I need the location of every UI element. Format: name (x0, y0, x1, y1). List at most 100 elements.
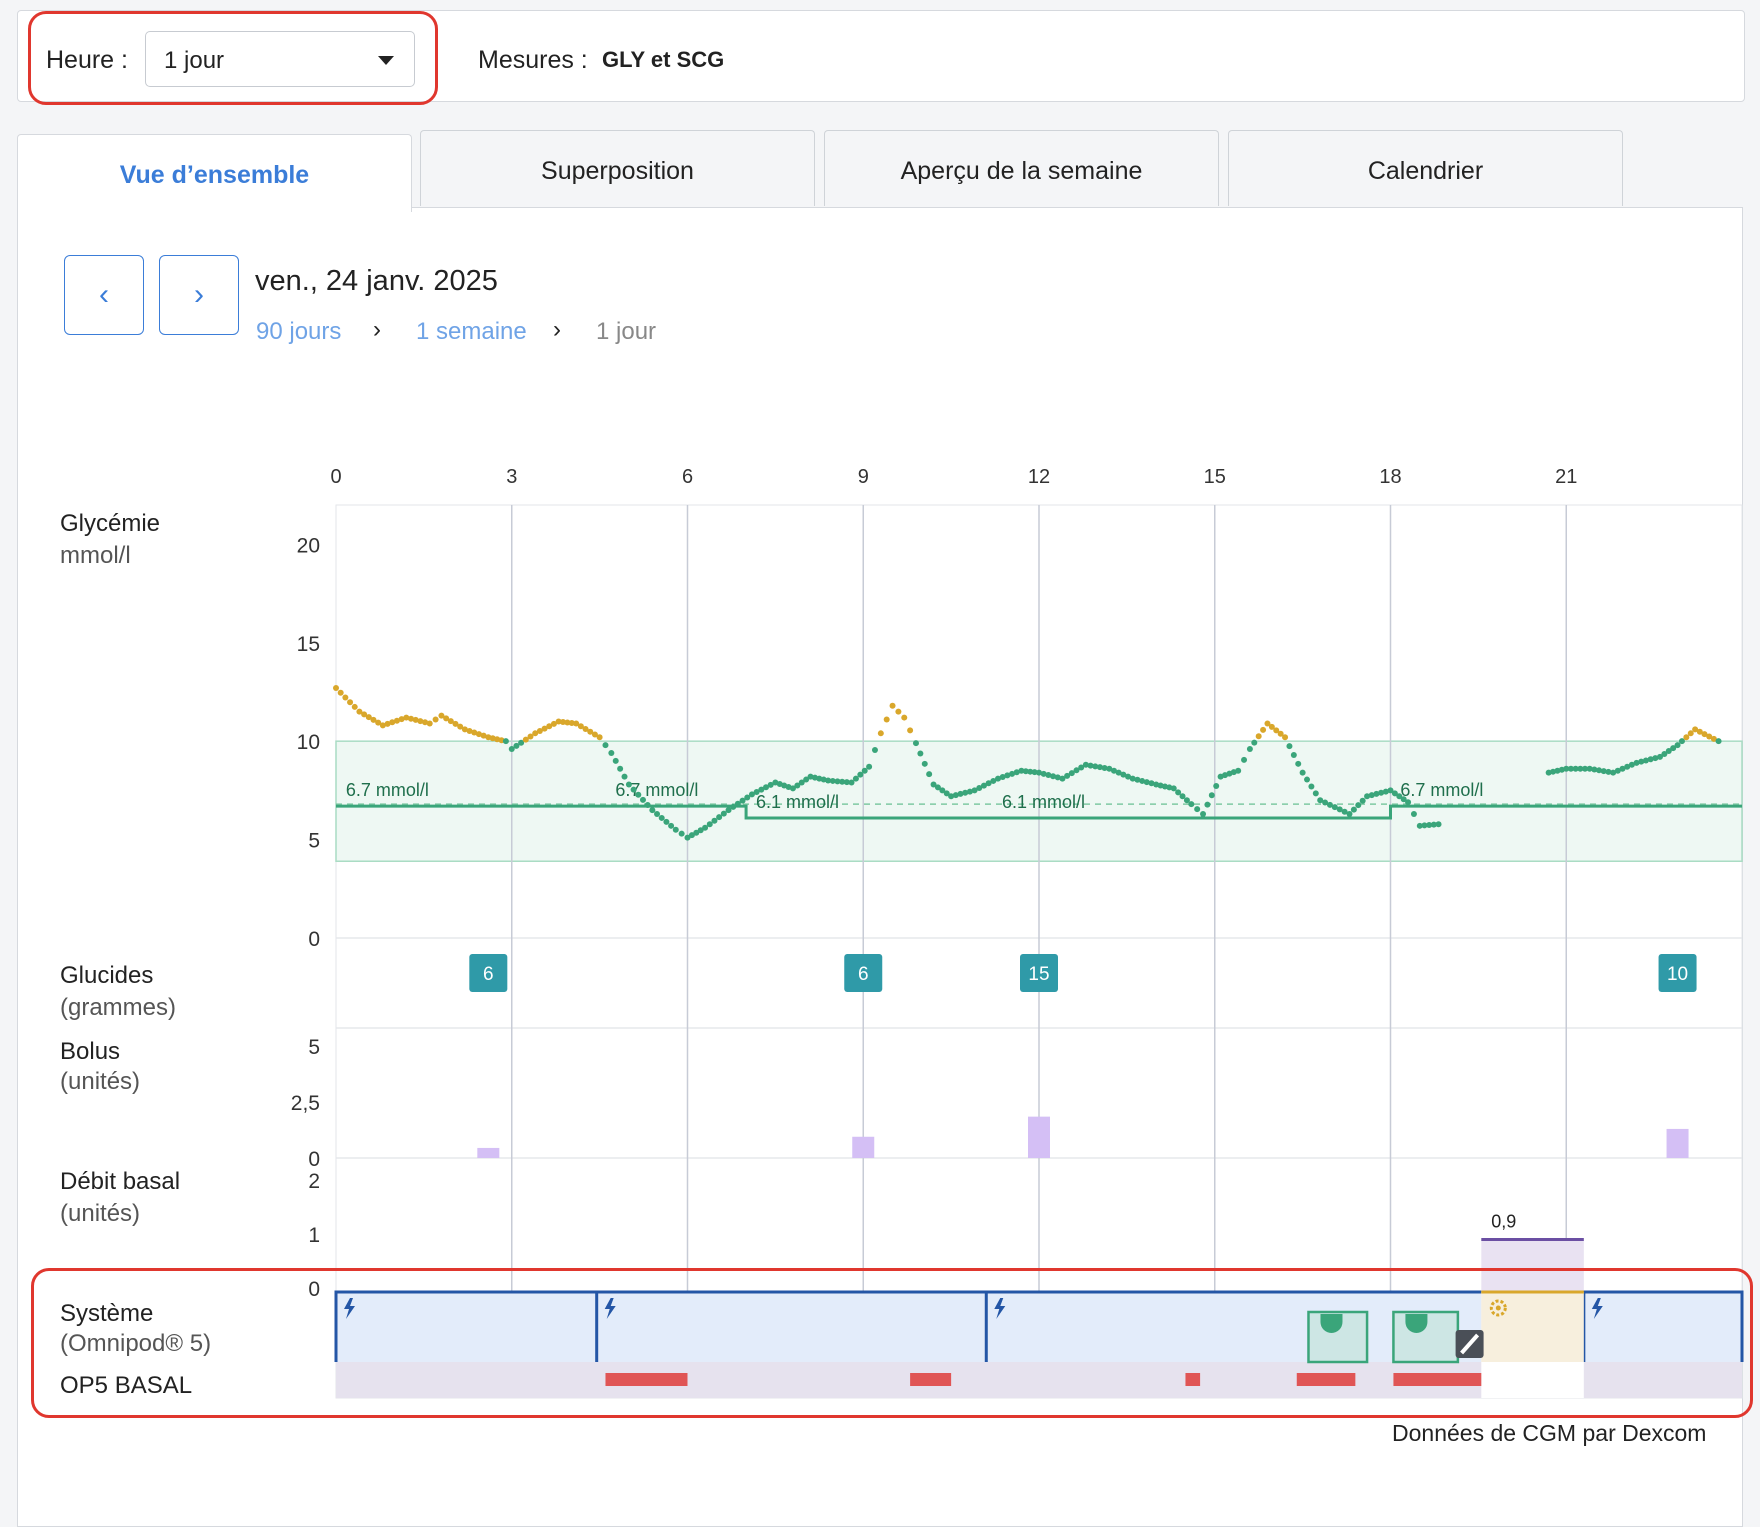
glucose-reading (1605, 768, 1612, 775)
automated-mode-outline (334, 1290, 597, 1362)
glucose-reading (693, 829, 700, 836)
glucose-reading (1054, 774, 1061, 781)
glucose-reading (895, 708, 902, 715)
glucose-reading (1241, 756, 1248, 763)
glucose-reading (668, 822, 675, 829)
glucose-reading (1591, 766, 1598, 773)
current-date: ven., 24 janv. 2025 (255, 265, 498, 297)
glucose-reading (1073, 767, 1080, 774)
glucose-reading (1410, 811, 1417, 818)
glucose-reading (725, 807, 732, 814)
glucose-reading (1235, 767, 1242, 774)
glucose-reading (1134, 776, 1141, 783)
glucose-reading (1382, 788, 1389, 795)
glucose-reading (1596, 767, 1603, 774)
glucose-reading (711, 817, 718, 824)
glucose-reading (748, 791, 755, 798)
glucose-reading (1624, 763, 1631, 770)
tab-calendrier[interactable]: Calendrier (1228, 130, 1623, 206)
chevron-right-icon: › (194, 278, 204, 311)
glucose-reading (1687, 730, 1694, 737)
glucose-reading (877, 730, 884, 737)
glucose-reading (1009, 770, 1016, 777)
basal-unit: (unités) (60, 1200, 141, 1227)
x-tick-label: 3 (506, 466, 517, 488)
glucose-reading (480, 732, 487, 739)
glucose-reading (1068, 770, 1075, 777)
glucose-reading (971, 787, 978, 794)
glucose-reading (475, 731, 482, 738)
glucose-reading (1656, 753, 1663, 760)
glucose-reading (1692, 726, 1699, 733)
glucose-reading (1701, 731, 1708, 738)
glucose-reading (980, 782, 987, 789)
glucose-reading (630, 786, 637, 793)
glucose-reading (883, 716, 890, 723)
op5-alert-bar (1185, 1373, 1201, 1386)
glucose-reading (639, 796, 646, 803)
glucose-reading (1426, 822, 1433, 829)
bolus-unit: (unités) (60, 1068, 141, 1095)
tab-apercu-semaine[interactable]: Aperçu de la semaine (824, 130, 1219, 206)
glucose-reading (758, 786, 765, 793)
glucose-reading (999, 774, 1006, 781)
glucose-reading (379, 722, 386, 729)
tab-vue-ensemble[interactable]: Vue d’ensemble (17, 134, 412, 212)
automated-mode-area (1583, 1292, 1742, 1362)
glucose-reading (794, 782, 801, 789)
glucose-reading (1391, 790, 1398, 797)
glucose-reading (1268, 723, 1275, 730)
x-tick-label: 15 (1204, 466, 1226, 488)
glucose-reading (1022, 768, 1029, 775)
prev-day-button[interactable]: ‹ (64, 255, 144, 335)
glucose-reading (1125, 773, 1132, 780)
bolus-bar (477, 1147, 500, 1158)
glucose-reading (753, 788, 760, 795)
automated-mode-outline (595, 1290, 987, 1362)
glucose-reading (333, 685, 339, 692)
glucose-reading (417, 718, 424, 725)
next-day-button[interactable]: › (159, 255, 239, 335)
glucose-reading (1683, 734, 1690, 741)
glucose-y-tick: 20 (297, 534, 320, 557)
glucose-reading (1387, 787, 1394, 794)
systeme-title: Système (60, 1300, 154, 1327)
target-step-line (336, 804, 1742, 820)
glucose-reading (412, 716, 419, 723)
glucose-reading (1378, 789, 1385, 796)
carb-value: 6 (858, 964, 869, 985)
glucose-reading (948, 793, 955, 800)
op5-basal-title: OP5 BASAL (60, 1372, 193, 1399)
glucose-reading (678, 830, 685, 837)
breadcrumb-90-jours[interactable]: 90 jours (256, 318, 342, 345)
glucose-y-tick: 5 (308, 830, 320, 853)
glucose-reading (1619, 765, 1626, 772)
shield-icon (1320, 1314, 1343, 1333)
breadcrumb-1-semaine[interactable]: 1 semaine (416, 318, 527, 345)
glucose-reading (1082, 761, 1089, 768)
tab-superposition[interactable]: Superposition (420, 130, 815, 206)
glucose-reading (457, 723, 464, 730)
glucose-reading (443, 715, 450, 722)
glucose-reading (1027, 768, 1034, 775)
glucose-reading (564, 719, 571, 726)
chevron-left-icon: ‹ (99, 278, 109, 311)
glucose-reading (384, 720, 391, 727)
glucose-reading (1665, 748, 1672, 755)
glucose-reading (1563, 765, 1570, 772)
glucose-reading (744, 794, 751, 801)
heure-select[interactable]: 1 jour (145, 31, 415, 87)
glucose-reading (1670, 745, 1677, 752)
carb-value: 6 (483, 964, 494, 985)
mesures-label: Mesures : (478, 46, 588, 74)
glucose-reading (635, 791, 642, 798)
carb-badge (844, 954, 883, 992)
glucose-reading (398, 716, 405, 723)
x-tick-label: 6 (682, 466, 693, 488)
glucose-reading (1661, 750, 1668, 757)
glucose-reading (1194, 806, 1201, 813)
x-tick-label: 18 (1379, 466, 1401, 488)
glucose-reading (513, 742, 520, 749)
glucose-reading (1567, 765, 1574, 772)
glucose-reading (1647, 756, 1654, 763)
